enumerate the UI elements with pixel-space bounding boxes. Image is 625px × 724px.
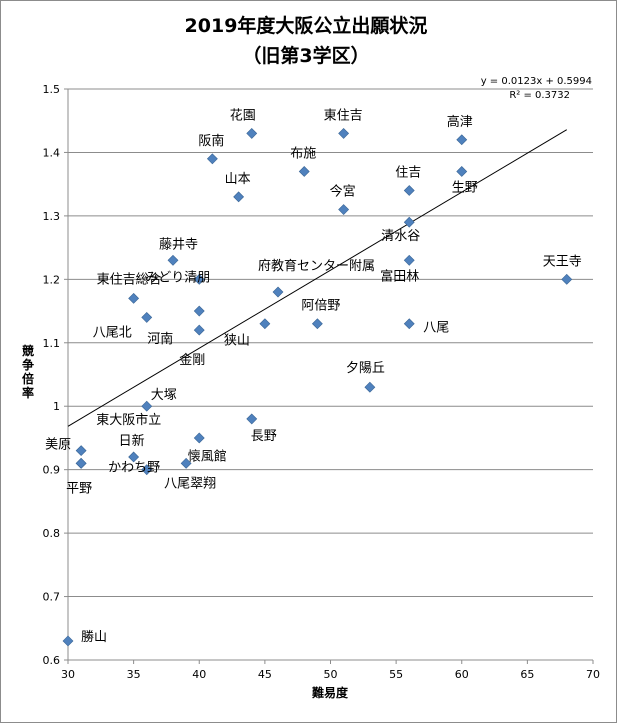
data-label: 八尾北	[93, 325, 132, 340]
data-label: 今宮	[330, 184, 356, 200]
data-label: 懐風館	[188, 449, 227, 465]
data-point	[246, 127, 258, 139]
data-point	[338, 127, 350, 139]
data-label: 花園	[230, 107, 256, 123]
chart-title: 2019年度大阪公立出願状況	[185, 14, 428, 37]
data-point	[561, 273, 573, 285]
data-point	[246, 413, 258, 425]
data-label: 清水谷	[381, 229, 420, 244]
data-label: みどり清朋	[145, 270, 210, 285]
x-tick-label: 35	[127, 668, 141, 681]
data-point	[75, 445, 87, 457]
x-tick-label: 30	[61, 668, 75, 681]
y-tick-label: 0.7	[43, 591, 61, 604]
data-label: 東大阪市立	[96, 412, 161, 428]
y-tick-label: 0.8	[43, 527, 61, 540]
y-tick-label: 1.2	[43, 273, 61, 286]
y-tick-label: 1	[53, 400, 60, 413]
data-point	[364, 381, 376, 393]
data-label: 平野	[66, 481, 92, 496]
data-label: 八尾	[423, 321, 449, 336]
x-tick-label: 40	[192, 668, 206, 681]
data-point	[233, 191, 245, 203]
data-point	[141, 400, 153, 412]
data-label: 東住吉総合	[97, 271, 162, 287]
data-label: 狭山	[224, 334, 250, 349]
y-tick-label: 0.9	[43, 464, 61, 477]
axes: 0.6 0.7 0.8 0.9 1 1.1 1.2 1.3 1.4 1.5 30 35 40 45 50 55…	[43, 83, 601, 681]
data-label: 日新	[119, 433, 145, 449]
data-point	[272, 286, 284, 298]
x-axis-title: 難易度	[312, 685, 349, 700]
data-point	[62, 635, 74, 647]
y-tick-label: 1.3	[43, 210, 61, 223]
data-point	[403, 185, 415, 196]
data-label: 布施	[290, 146, 316, 161]
y-axis-title: 競争倍率	[22, 343, 34, 400]
y-tick-label: 1.1	[43, 337, 61, 350]
data-point	[180, 457, 192, 469]
data-label: 大塚	[151, 388, 177, 403]
data-label: 富田林	[380, 268, 419, 284]
data-label: 金剛	[179, 352, 205, 368]
trendline-r-squared: R² = 0.3732	[509, 90, 570, 101]
data-label: 八尾翠翔	[164, 476, 216, 491]
x-tick-label: 70	[586, 668, 600, 681]
data-point	[167, 254, 179, 266]
y-tick-label: 1.4	[43, 146, 61, 159]
data-point	[193, 324, 205, 336]
data-label: 河南	[147, 331, 173, 347]
x-tick-label: 45	[258, 668, 272, 681]
data-label: 美原	[45, 438, 71, 453]
x-tick-label: 65	[520, 668, 534, 681]
data-label: 長野	[251, 429, 277, 444]
gridlines	[68, 88, 593, 661]
data-label: 山本	[225, 172, 251, 187]
data-label: 勝山	[81, 630, 107, 645]
data-point	[456, 166, 468, 177]
y-tick-label: 0.6	[43, 654, 61, 667]
data-label: 東住吉	[324, 107, 363, 123]
chart-subtitle: （旧第3学区）	[242, 44, 369, 67]
data-point	[403, 318, 415, 330]
data-point	[403, 254, 415, 266]
y-tick-label: 1.5	[43, 83, 61, 96]
x-tick-label: 55	[389, 668, 403, 681]
data-point	[193, 273, 205, 285]
data-point	[456, 134, 468, 146]
trendline-group	[67, 129, 568, 427]
data-label: かわち野	[108, 460, 160, 475]
trendline	[67, 129, 568, 427]
data-label: 阪南	[198, 133, 224, 149]
data-label: 高津	[447, 114, 473, 130]
x-tick-label: 60	[455, 668, 469, 681]
data-point	[128, 451, 140, 463]
data-label: 阿倍野	[301, 299, 340, 314]
data-point	[193, 432, 205, 444]
data-label: 天王寺	[543, 254, 582, 269]
data-label: 夕陽丘	[346, 361, 385, 376]
data-point	[403, 216, 415, 228]
data-label: 藤井寺	[159, 237, 198, 252]
data-label: 住吉	[395, 166, 421, 181]
data-point	[141, 464, 153, 476]
data-point	[338, 204, 350, 215]
data-point	[141, 311, 153, 323]
trendline-equation: y = 0.0123x + 0.5994	[481, 76, 592, 87]
data-point	[206, 153, 218, 165]
data-points	[62, 127, 573, 647]
data-point	[259, 318, 271, 330]
data-point	[311, 318, 323, 330]
data-label: 生野	[452, 180, 478, 195]
data-point	[128, 292, 140, 304]
data-point	[193, 305, 205, 317]
x-tick-label: 50	[324, 668, 338, 681]
data-label: 府教育センター附属	[258, 258, 375, 274]
data-point	[298, 166, 310, 177]
data-point	[75, 457, 87, 469]
